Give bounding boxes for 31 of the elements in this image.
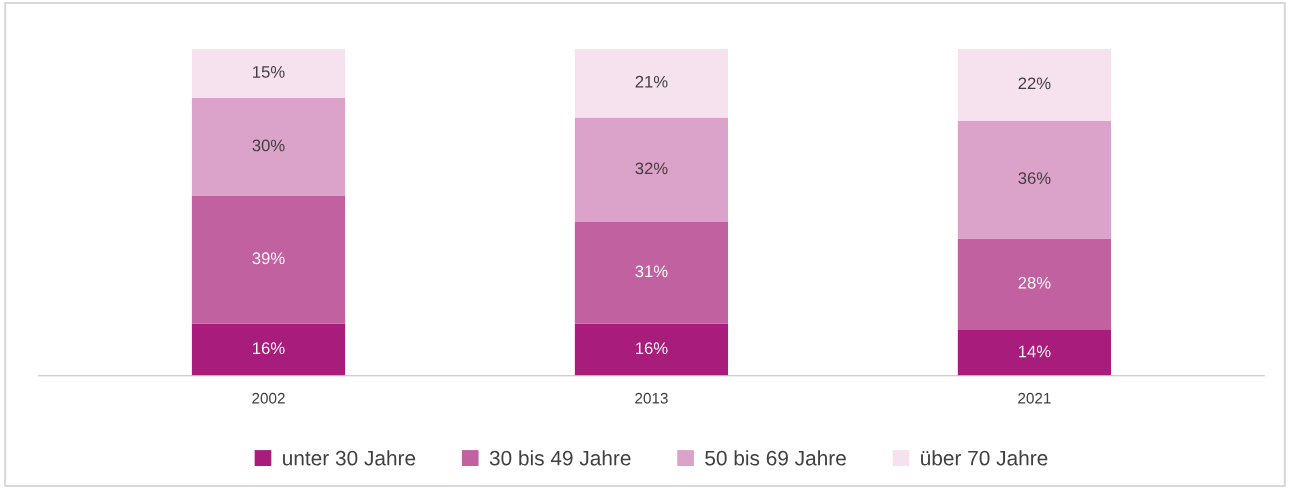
bar (191, 97, 346, 196)
data-label: 28% (1018, 276, 1051, 289)
legend-label: unter 30 Jahre (283, 450, 416, 466)
x-tick-label: 2013 (635, 392, 668, 404)
legend-label: 30 bis 49 Jahre (489, 450, 631, 466)
data-label: 32% (635, 162, 668, 175)
data-label: 15% (253, 66, 285, 78)
data-label: 31% (635, 265, 668, 278)
bar (574, 323, 729, 376)
data-label: 22% (1018, 77, 1051, 90)
bar (574, 117, 729, 223)
bar (957, 48, 1112, 121)
bar (574, 222, 729, 324)
x-tick-label: 2021 (1018, 392, 1051, 404)
x-tick-label: 2002 (252, 392, 285, 404)
data-label: 21% (635, 75, 668, 88)
bar (957, 238, 1112, 330)
bar (191, 48, 346, 98)
data-label: 16% (253, 342, 285, 355)
data-label: 14% (1019, 345, 1051, 358)
bar (574, 48, 729, 118)
bar (191, 323, 346, 376)
data-label: 16% (636, 342, 668, 355)
data-label: 39% (252, 252, 285, 265)
bar (191, 195, 346, 324)
data-label: 36% (1018, 172, 1051, 185)
legend-label: über 70 Jahre (921, 450, 1048, 466)
legend-label: 50 bis 69 Jahre (705, 450, 846, 466)
bar (957, 120, 1112, 239)
bar (957, 329, 1112, 376)
data-label: 30% (252, 139, 285, 152)
